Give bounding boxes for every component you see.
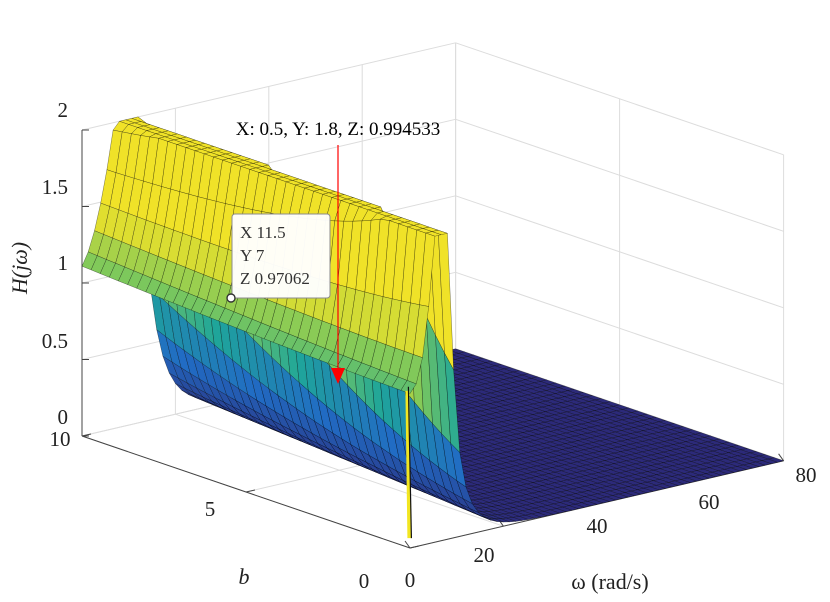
z-tick-label: 0 [58,405,69,429]
x-tick [778,453,785,462]
datatip-x: X 11.5 [240,223,286,242]
surface-mesh [81,116,785,523]
annotation: X: 0.5, Y: 1.8, Z: 0.994533 [236,119,440,384]
y-tick [245,489,256,493]
datatip-marker [226,293,236,303]
x-tick-label: 40 [587,514,608,538]
annotation-arrow-head [331,368,345,384]
x-tick [404,540,411,549]
datatip-y: Y 7 [240,246,265,265]
x-tick-label: 0 [405,568,416,592]
y-tick-label: 5 [205,497,216,521]
resonance-spike [405,386,412,539]
x-tick-label: 20 [474,543,495,567]
y-axis-label: b [239,564,250,589]
datatip-z: Z 0.97062 [240,269,310,288]
z-tick-label: 0.5 [42,329,68,353]
annotation-text: X: 0.5, Y: 1.8, Z: 0.994533 [236,119,440,140]
y-tick-label: 0 [359,569,370,593]
y-tick-label: 10 [50,427,71,451]
z-axis-label: H(jω) [7,242,32,295]
z-tick-label: 2 [58,98,69,122]
spike-line [405,390,412,539]
x-tick-label: 60 [699,490,720,514]
y-tick [409,545,420,549]
spike-edge [407,386,412,539]
datatip[interactable]: X 11.5 Y 7 Z 0.97062 [226,213,331,303]
z-tick-label: 1.5 [42,175,68,199]
z-tick-label: 1 [58,251,69,275]
x-axis-label: ω (rad/s) [571,569,648,594]
tick-labels: 0 0.5 1 1.5 2 0 5 10 0 20 40 60 80 [42,98,817,593]
y-tick [81,433,92,437]
x-tick-label: 80 [796,463,817,487]
datatip-box [231,213,331,299]
